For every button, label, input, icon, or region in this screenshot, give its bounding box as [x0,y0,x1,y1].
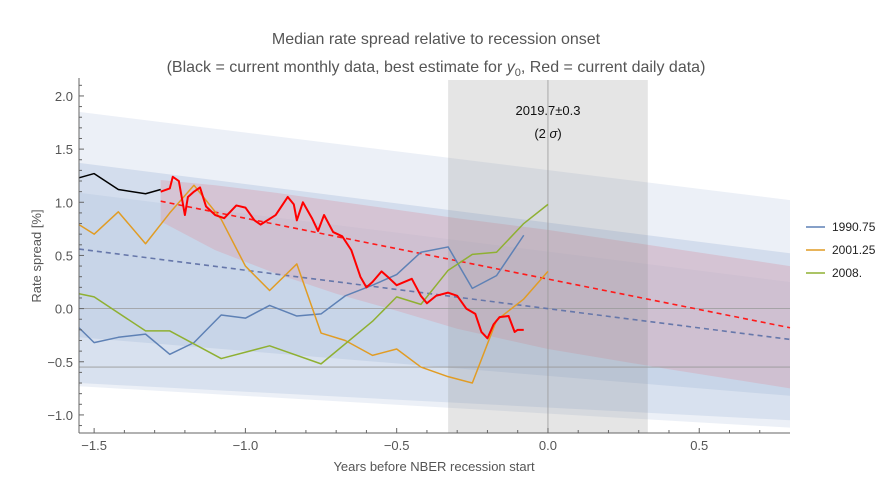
confidence-band-2 [79,192,790,421]
y-tick-label: −0.5 [47,355,73,370]
series-line-2008. [78,203,549,365]
series-line-2001.25 [78,184,549,384]
x-tick-label: 0.0 [539,438,557,453]
fit-line-1 [160,200,791,329]
red-confidence-band [160,179,791,389]
y-tick-label: 2.0 [55,89,73,104]
legend-label-2001.25: 2001.25 [832,243,876,257]
y-tick-label: 0.5 [55,248,73,263]
y-tick-label: 1.5 [55,142,73,157]
chart-subtitle: (Black = current monthly data, best esti… [167,59,706,79]
series-line-4 [160,175,524,340]
fit-line-0 [78,248,791,341]
estimate-annotation: 2019.7±0.3 [516,103,581,118]
y-tick-label: 1.0 [55,195,73,210]
x-tick-label: −0.5 [384,438,410,453]
series-line-1990.75 [78,234,525,356]
series-line-3 [78,172,161,195]
plot-area: −1.5 −1.0 −0.5 0.0 0.5 −1.0 −0.5 0.0 0.5 1.0 1.5 2.… [47,78,791,453]
legend: 1990.75 2001.25 2008. [806,220,876,280]
x-tick-label: −1.5 [81,438,107,453]
x-axis-label: Years before NBER recession start [333,459,535,474]
legend-label-1990.75: 1990.75 [832,220,876,234]
chart-title: Median rate spread relative to recession… [272,31,601,48]
estimate-annotation-sigma: (2 σ) [534,126,561,141]
legend-label-2008.: 2008. [832,266,862,280]
y-tick-label: 0.0 [55,302,73,317]
x-tick-label: −1.0 [233,438,259,453]
x-tick-label: 0.5 [690,438,708,453]
y-axis-label: Rate spread [%] [29,209,44,302]
y-tick-label: −1.0 [47,408,73,423]
